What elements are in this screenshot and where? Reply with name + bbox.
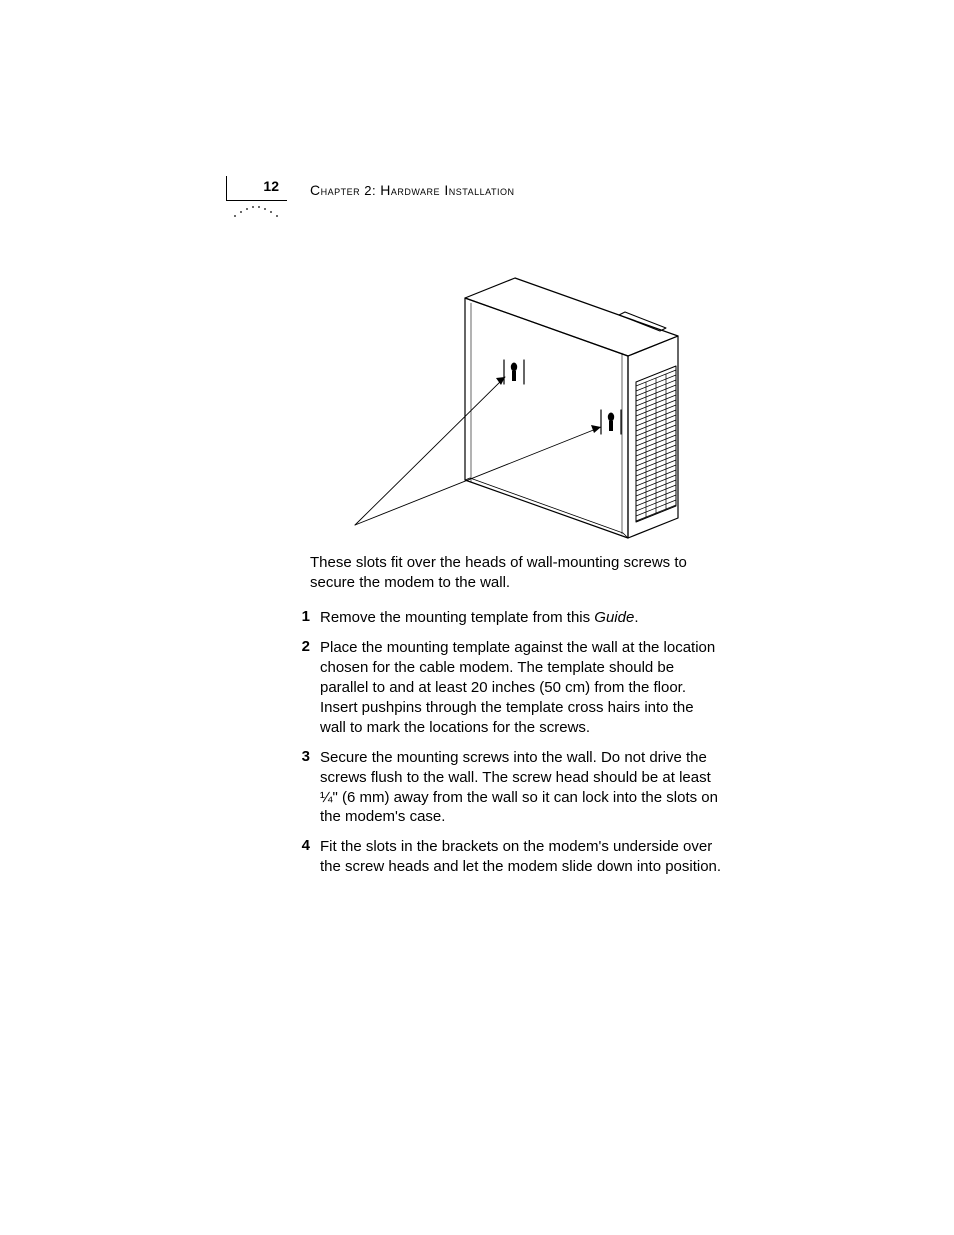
modem-diagram [310,260,710,540]
step-number: 3 [286,748,310,765]
step-number: 4 [286,837,310,854]
header-dots-icon [232,200,290,218]
step-number: 2 [286,638,310,655]
step-4: 4 Fit the slots in the brackets on the m… [286,837,722,877]
step-text: Fit the slots in the brackets on the mod… [320,837,722,877]
chapter-header: Chapter 2: Hardware Installation [310,182,514,198]
title-i: I [440,182,449,198]
step-text: Secure the mounting screws into the wall… [320,748,722,828]
figure-caption: These slots fit over the heads of wall-m… [310,553,720,593]
step-2: 2 Place the mounting template against th… [286,638,722,738]
page-number: 12 [263,178,279,194]
step-text-pre: Fit the slots in the brackets on the mod… [320,838,721,875]
step-3: 3 Secure the mounting screws into the wa… [286,748,722,828]
step-1: 1 Remove the mounting template from this… [286,608,722,628]
chapter-c: C [310,182,321,198]
title-h: H [380,182,391,198]
step-text-post: . [634,609,638,626]
step-text: Remove the mounting template from this G… [320,608,722,628]
chapter-num: 2: [360,183,380,198]
page-number-box: 12 [226,176,287,201]
step-text-italic: Guide [594,609,634,626]
step-text-pre: Place the mounting template against the … [320,639,715,736]
step-text-pre: Secure the mounting screws into the wall… [320,749,718,826]
step-text-pre: Remove the mounting template from this [320,609,594,626]
title-rest2: nstallation [449,183,515,198]
step-number: 1 [286,608,310,625]
page: 12 Chapter 2: Hardware Installation [0,0,954,1235]
step-text: Place the mounting template against the … [320,638,722,738]
chapter-rest: hapter [321,183,361,198]
title-rest: ardware [391,183,440,198]
steps-list: 1 Remove the mounting template from this… [286,598,722,877]
